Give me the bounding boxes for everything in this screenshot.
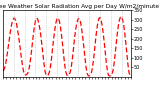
Title: Milwaukee Weather Solar Radiation Avg per Day W/m2/minute: Milwaukee Weather Solar Radiation Avg pe… xyxy=(0,4,159,9)
